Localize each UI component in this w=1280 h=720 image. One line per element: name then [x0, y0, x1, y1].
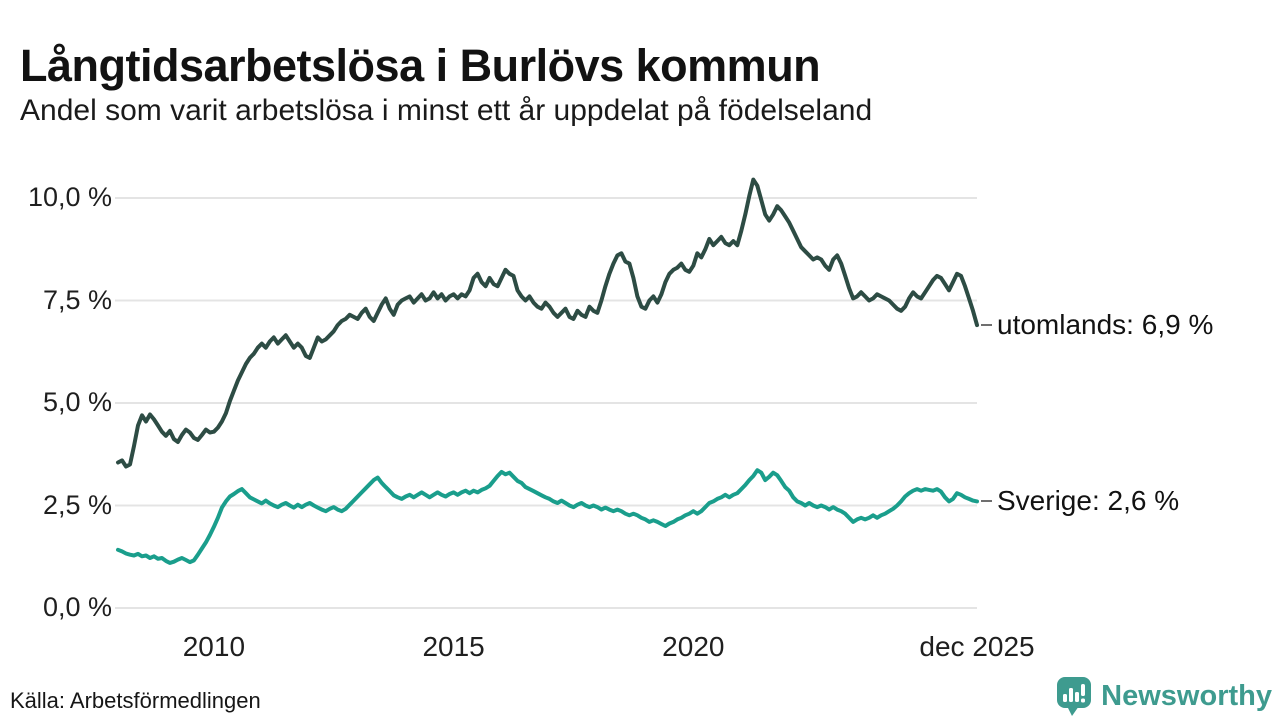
- y-axis-label: 10,0 %: [27, 181, 112, 212]
- y-axis-label: 7,5 %: [42, 284, 112, 315]
- x-axis-label: dec 2025: [919, 631, 1035, 662]
- source-note: Källa: Arbetsförmedlingen: [10, 688, 261, 713]
- x-axis-label: 2020: [662, 631, 725, 662]
- newsworthy-brand[interactable]: Newsworthy: [1055, 676, 1272, 717]
- y-axis-label: 0,0 %: [42, 591, 112, 622]
- newsworthy-brand-text: Newsworthy: [1101, 680, 1272, 712]
- chart-subtitle: Andel som varit arbetslösa i minst ett å…: [20, 94, 873, 127]
- newsworthy-logo-icon: [1057, 677, 1092, 716]
- series-label-utomlands: utomlands: 6,9 %: [981, 309, 1213, 341]
- y-axis-label: 2,5 %: [42, 489, 112, 520]
- series-label-sverige: Sverige: 2,6 %: [981, 485, 1179, 517]
- line-utomlands: [116, 177, 979, 469]
- x-axis-label: 2015: [422, 631, 485, 662]
- gridlines: [115, 197, 977, 609]
- page-title: Långtidsarbetslösa i Burlövs kommun: [20, 40, 821, 92]
- label-connector-dash: [981, 500, 992, 503]
- line-sverige: [116, 468, 979, 565]
- x-axis-label: 2010: [182, 631, 246, 662]
- y-axis-label: 5,0 %: [42, 386, 112, 417]
- series-label-utomlands-text: utomlands: 6,9 %: [997, 309, 1214, 341]
- series-label-sverige-text: Sverige: 2,6 %: [997, 485, 1180, 517]
- label-connector-dash: [981, 324, 992, 327]
